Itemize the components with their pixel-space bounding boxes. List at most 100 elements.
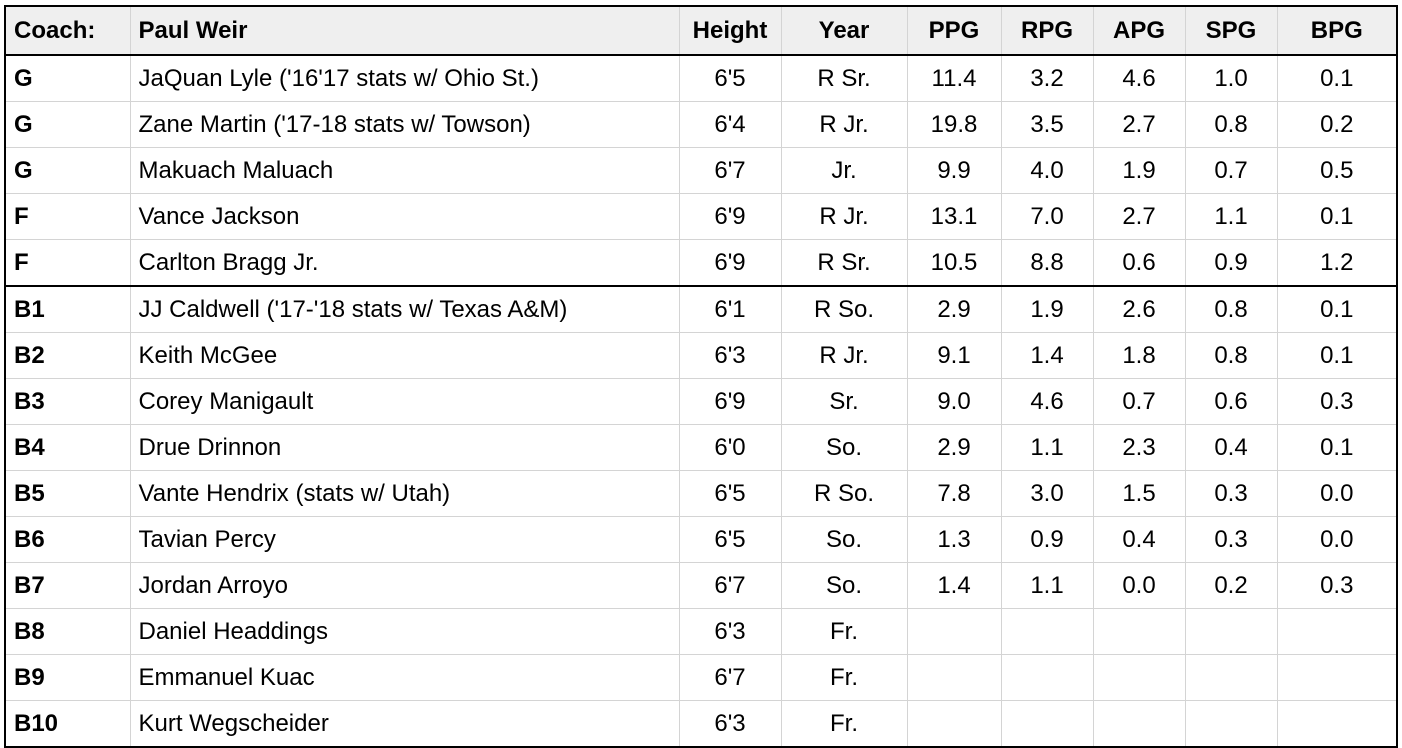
position-cell[interactable]: B8 [4,608,131,655]
apg-cell[interactable]: 2.7 [1092,193,1186,240]
bpg-cell[interactable]: 0.1 [1276,332,1398,379]
player-name-cell[interactable]: JJ Caldwell ('17-'18 stats w/ Texas A&M) [129,285,680,333]
rpg-cell[interactable] [1000,608,1094,655]
bpg-cell[interactable]: 0.3 [1276,562,1398,609]
year-cell[interactable]: Sr. [780,378,908,425]
ppg-cell[interactable] [906,700,1002,748]
apg-cell[interactable]: 1.8 [1092,332,1186,379]
spg-cell[interactable]: 0.9 [1184,239,1278,287]
year-cell[interactable]: Fr. [780,608,908,655]
rpg-cell[interactable]: 4.6 [1000,378,1094,425]
height-cell[interactable]: 6'3 [678,608,782,655]
bpg-cell[interactable] [1276,608,1398,655]
spg-cell[interactable]: 0.2 [1184,562,1278,609]
rpg-cell[interactable]: 3.2 [1000,54,1094,102]
year-cell[interactable]: R Jr. [780,101,908,148]
year-cell[interactable]: R Sr. [780,239,908,287]
height-cell[interactable]: 6'9 [678,378,782,425]
rpg-cell[interactable]: 7.0 [1000,193,1094,240]
bpg-cell[interactable]: 0.2 [1276,101,1398,148]
rpg-cell[interactable]: 4.0 [1000,147,1094,194]
year-cell[interactable]: So. [780,424,908,471]
rpg-cell[interactable]: 0.9 [1000,516,1094,563]
bpg-cell[interactable]: 1.2 [1276,239,1398,287]
coach-label-cell[interactable]: Coach: [4,5,131,56]
position-cell[interactable]: B5 [4,470,131,517]
position-cell[interactable]: G [4,101,131,148]
bpg-cell[interactable]: 0.1 [1276,193,1398,240]
year-cell[interactable]: Fr. [780,654,908,701]
spg-cell[interactable]: 0.8 [1184,101,1278,148]
apg-cell[interactable]: 0.7 [1092,378,1186,425]
ppg-cell[interactable]: 10.5 [906,239,1002,287]
rpg-cell[interactable]: 3.5 [1000,101,1094,148]
position-cell[interactable]: B7 [4,562,131,609]
player-name-cell[interactable]: Emmanuel Kuac [129,654,680,701]
player-name-cell[interactable]: Jordan Arroyo [129,562,680,609]
spg-cell[interactable]: 0.7 [1184,147,1278,194]
header-ppg-cell[interactable]: PPG [906,5,1002,56]
height-cell[interactable]: 6'5 [678,54,782,102]
bpg-cell[interactable]: 0.1 [1276,285,1398,333]
player-name-cell[interactable]: Vance Jackson [129,193,680,240]
bpg-cell[interactable]: 0.1 [1276,54,1398,102]
year-cell[interactable]: So. [780,562,908,609]
position-cell[interactable]: B10 [4,700,131,748]
bpg-cell[interactable]: 0.5 [1276,147,1398,194]
player-name-cell[interactable]: Tavian Percy [129,516,680,563]
year-cell[interactable]: Fr. [780,700,908,748]
year-cell[interactable]: R Jr. [780,332,908,379]
spg-cell[interactable]: 0.6 [1184,378,1278,425]
rpg-cell[interactable] [1000,700,1094,748]
player-name-cell[interactable]: Keith McGee [129,332,680,379]
ppg-cell[interactable]: 2.9 [906,424,1002,471]
height-cell[interactable]: 6'1 [678,285,782,333]
header-apg-cell[interactable]: APG [1092,5,1186,56]
player-name-cell[interactable]: Vante Hendrix (stats w/ Utah) [129,470,680,517]
height-cell[interactable]: 6'9 [678,193,782,240]
rpg-cell[interactable]: 1.1 [1000,424,1094,471]
apg-cell[interactable]: 0.0 [1092,562,1186,609]
ppg-cell[interactable]: 19.8 [906,101,1002,148]
player-name-cell[interactable]: Kurt Wegscheider [129,700,680,748]
bpg-cell[interactable]: 0.0 [1276,516,1398,563]
ppg-cell[interactable]: 13.1 [906,193,1002,240]
rpg-cell[interactable]: 3.0 [1000,470,1094,517]
player-name-cell[interactable]: Daniel Headdings [129,608,680,655]
player-name-cell[interactable]: JaQuan Lyle ('16'17 stats w/ Ohio St.) [129,54,680,102]
apg-cell[interactable]: 1.9 [1092,147,1186,194]
spg-cell[interactable] [1184,700,1278,748]
height-cell[interactable]: 6'0 [678,424,782,471]
year-cell[interactable]: R Jr. [780,193,908,240]
ppg-cell[interactable]: 7.8 [906,470,1002,517]
height-cell[interactable]: 6'3 [678,700,782,748]
bpg-cell[interactable]: 0.0 [1276,470,1398,517]
spg-cell[interactable]: 0.8 [1184,332,1278,379]
coach-name-cell[interactable]: Paul Weir [129,5,680,56]
height-cell[interactable]: 6'9 [678,239,782,287]
player-name-cell[interactable]: Makuach Maluach [129,147,680,194]
rpg-cell[interactable]: 8.8 [1000,239,1094,287]
player-name-cell[interactable]: Carlton Bragg Jr. [129,239,680,287]
spg-cell[interactable]: 0.3 [1184,516,1278,563]
height-cell[interactable]: 6'7 [678,147,782,194]
apg-cell[interactable] [1092,608,1186,655]
ppg-cell[interactable] [906,654,1002,701]
apg-cell[interactable]: 0.6 [1092,239,1186,287]
bpg-cell[interactable]: 0.1 [1276,424,1398,471]
apg-cell[interactable] [1092,654,1186,701]
height-cell[interactable]: 6'7 [678,562,782,609]
spg-cell[interactable]: 0.4 [1184,424,1278,471]
rpg-cell[interactable]: 1.9 [1000,285,1094,333]
spg-cell[interactable] [1184,608,1278,655]
position-cell[interactable]: B6 [4,516,131,563]
ppg-cell[interactable]: 9.9 [906,147,1002,194]
bpg-cell[interactable]: 0.3 [1276,378,1398,425]
rpg-cell[interactable]: 1.4 [1000,332,1094,379]
player-name-cell[interactable]: Corey Manigault [129,378,680,425]
ppg-cell[interactable]: 1.4 [906,562,1002,609]
apg-cell[interactable]: 0.4 [1092,516,1186,563]
height-cell[interactable]: 6'3 [678,332,782,379]
ppg-cell[interactable] [906,608,1002,655]
position-cell[interactable]: B3 [4,378,131,425]
